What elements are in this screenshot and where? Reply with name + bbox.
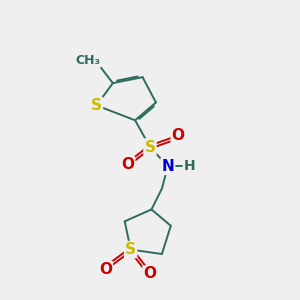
Text: O: O xyxy=(172,128,185,142)
Text: H: H xyxy=(184,159,195,173)
Text: S: S xyxy=(125,242,136,257)
Text: O: O xyxy=(99,262,112,277)
Text: CH₃: CH₃ xyxy=(75,54,100,67)
Text: O: O xyxy=(143,266,157,281)
Text: S: S xyxy=(91,98,102,113)
Text: O: O xyxy=(121,158,134,172)
Text: S: S xyxy=(145,140,155,154)
Text: N: N xyxy=(161,159,174,174)
